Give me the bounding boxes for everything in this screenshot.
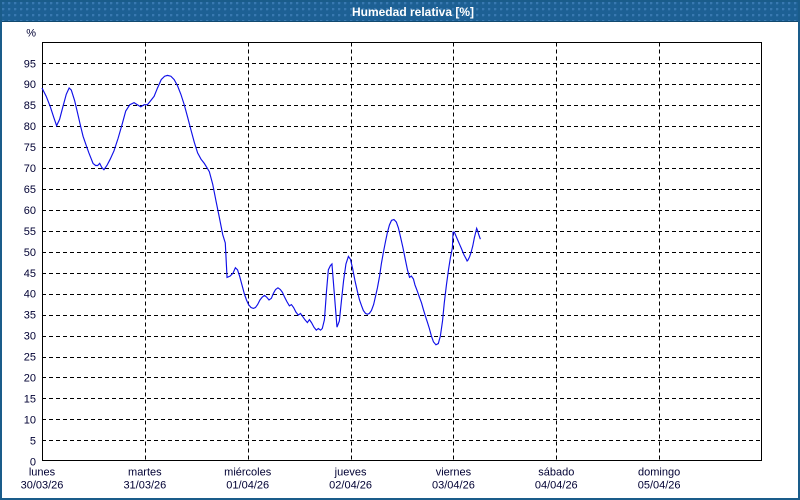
svg-text:40: 40 (24, 289, 36, 301)
svg-text:lunes: lunes (29, 466, 56, 478)
svg-text:80: 80 (24, 121, 36, 133)
svg-text:viernes: viernes (436, 466, 472, 478)
svg-text:04/04/26: 04/04/26 (535, 479, 578, 491)
svg-text:45: 45 (24, 268, 36, 280)
svg-text:5: 5 (30, 435, 36, 447)
svg-text:30: 30 (24, 331, 36, 343)
svg-text:%: % (26, 27, 36, 39)
svg-text:55: 55 (24, 226, 36, 238)
svg-text:75: 75 (24, 142, 36, 154)
svg-text:02/04/26: 02/04/26 (329, 479, 372, 491)
svg-text:01/04/26: 01/04/26 (226, 479, 269, 491)
svg-text:65: 65 (24, 184, 36, 196)
svg-text:15: 15 (24, 393, 36, 405)
svg-text:03/04/26: 03/04/26 (432, 479, 475, 491)
svg-text:domingo: domingo (638, 466, 680, 478)
svg-text:miércoles: miércoles (224, 466, 272, 478)
svg-text:30/03/26: 30/03/26 (21, 479, 64, 491)
svg-text:35: 35 (24, 310, 36, 322)
svg-text:70: 70 (24, 163, 36, 175)
svg-text:90: 90 (24, 79, 36, 91)
svg-text:85: 85 (24, 100, 36, 112)
svg-text:martes: martes (128, 466, 162, 478)
svg-text:25: 25 (24, 352, 36, 364)
svg-text:95: 95 (24, 58, 36, 70)
svg-text:20: 20 (24, 373, 36, 385)
svg-text:10: 10 (24, 414, 36, 426)
svg-text:60: 60 (24, 205, 36, 217)
svg-text:sábado: sábado (538, 466, 574, 478)
svg-text:05/04/26: 05/04/26 (638, 479, 681, 491)
svg-text:31/03/26: 31/03/26 (123, 479, 166, 491)
svg-text:50: 50 (24, 247, 36, 259)
svg-text:jueves: jueves (334, 466, 367, 478)
